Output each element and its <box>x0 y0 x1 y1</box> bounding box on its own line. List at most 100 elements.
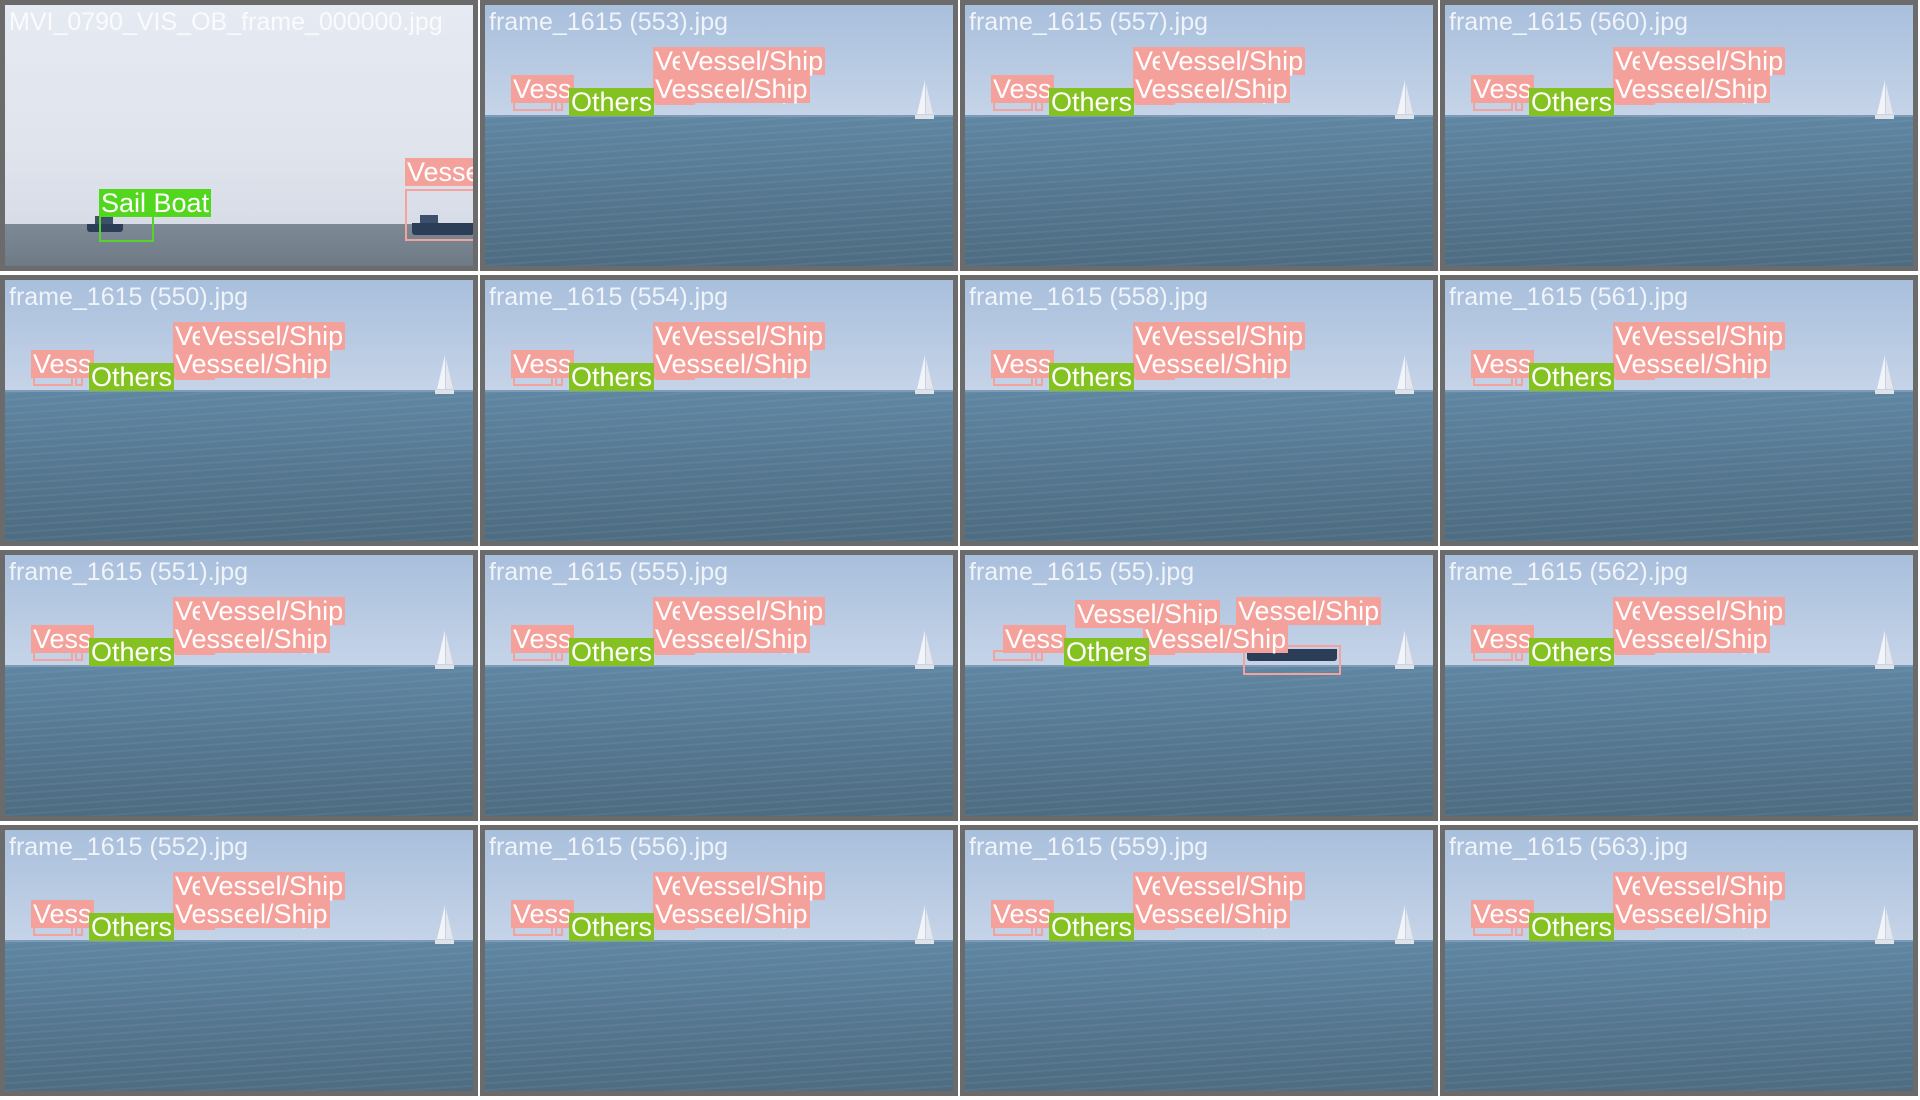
class-label: Others <box>569 637 655 667</box>
tile-filename: frame_1615 (552).jpg <box>9 833 249 861</box>
sea-region <box>1445 117 1913 266</box>
sea-photo <box>485 280 953 541</box>
class-label: Vessel/Ship <box>1640 46 1786 76</box>
sea-region <box>5 392 473 541</box>
sailboat-icon <box>913 903 935 949</box>
tile-filename: frame_1615 (560).jpg <box>1449 8 1689 36</box>
class-label: el/Ship <box>243 349 330 379</box>
sailboat-icon <box>433 903 455 949</box>
class-label: Vessel/Ship <box>405 158 473 186</box>
boat-icon <box>87 216 123 232</box>
class-label: el/Ship <box>723 899 810 929</box>
detection-box <box>1243 645 1341 675</box>
tile-filename: frame_1615 (554).jpg <box>489 283 729 311</box>
class-label: Vessel/Ship <box>680 596 826 626</box>
sea-region <box>1445 392 1913 541</box>
detection-box <box>405 189 473 241</box>
image-tile[interactable]: frame_1615 (555).jpgVeVessel/ShipVessVes… <box>480 550 958 821</box>
class-label: Vessel/Ship <box>200 321 346 351</box>
image-tile[interactable]: frame_1615 (550).jpgVeVessel/ShipVessVes… <box>0 275 478 546</box>
class-label: Vess <box>511 349 574 379</box>
image-tile[interactable]: frame_1615 (553).jpgVeVessel/ShipVessVes… <box>480 0 958 271</box>
class-label: el/Ship <box>1683 349 1770 379</box>
sea-region <box>485 392 953 541</box>
sea-region <box>5 224 473 266</box>
class-label: Others <box>1049 362 1135 392</box>
tile-filename: frame_1615 (557).jpg <box>969 8 1209 36</box>
sea-photo <box>485 555 953 816</box>
class-label: Vessel/Ship <box>200 596 346 626</box>
image-tile[interactable]: frame_1615 (556).jpgVeVessel/ShipVessVes… <box>480 825 958 1096</box>
class-label: Vess <box>991 349 1054 379</box>
tile-filename: frame_1615 (561).jpg <box>1449 283 1689 311</box>
class-label: Vessel/Ship <box>680 321 826 351</box>
class-label: el/Ship <box>1203 899 1290 929</box>
class-label: Vess <box>511 899 574 929</box>
class-label: Vess <box>1471 899 1534 929</box>
class-label: el/Ship <box>1203 74 1290 104</box>
class-label: el/Ship <box>243 899 330 929</box>
tile-filename: frame_1615 (553).jpg <box>489 8 729 36</box>
class-label: Vessel/Ship <box>1640 871 1786 901</box>
class-label: Vess <box>1471 74 1534 104</box>
sailboat-icon <box>913 78 935 124</box>
image-tile[interactable]: frame_1615 (55).jpg Vessel/Ship Vessel/Shi… <box>960 550 1438 821</box>
sailboat-icon <box>1393 353 1415 399</box>
image-tile[interactable]: frame_1615 (563).jpgVeVessel/ShipVessVes… <box>1440 825 1918 1096</box>
sailboat-icon <box>913 353 935 399</box>
tile-filename: frame_1615 (559).jpg <box>969 833 1209 861</box>
class-label: Vess <box>1471 349 1534 379</box>
image-tile[interactable]: frame_1615 (562).jpgVeVessel/ShipVessVes… <box>1440 550 1918 821</box>
sea-region <box>965 942 1433 1091</box>
class-label: Vess <box>1003 624 1066 654</box>
class-label: el/Ship <box>723 74 810 104</box>
image-tile[interactable]: frame_1615 (552).jpgVeVessel/ShipVessVes… <box>0 825 478 1096</box>
class-label: Vess <box>991 899 1054 929</box>
class-label: Others <box>569 912 655 942</box>
sea-photo <box>485 830 953 1091</box>
sailboat-icon <box>433 353 455 399</box>
sailboat-icon <box>1873 353 1895 399</box>
class-label: Vess <box>991 74 1054 104</box>
image-tile[interactable]: frame_1615 (561).jpgVeVessel/ShipVessVes… <box>1440 275 1918 546</box>
sea-photo <box>965 555 1433 816</box>
class-label: el/Ship <box>1683 899 1770 929</box>
sea-photo <box>485 5 953 266</box>
image-tile[interactable]: frame_1615 (560).jpgVeVessel/ShipVessVes… <box>1440 0 1918 271</box>
class-label: Others <box>89 912 175 942</box>
image-tile[interactable]: frame_1615 (557).jpgVeVessel/ShipVessVes… <box>960 0 1438 271</box>
class-label: Others <box>1064 637 1150 667</box>
sailboat-icon <box>1873 628 1895 674</box>
class-label: Others <box>1049 87 1135 117</box>
image-tile[interactable]: frame_1615 (559).jpgVeVessel/ShipVessVes… <box>960 825 1438 1096</box>
class-label: Others <box>569 87 655 117</box>
detection-box <box>99 214 154 242</box>
image-tile[interactable]: frame_1615 (558).jpgVeVessel/ShipVessVes… <box>960 275 1438 546</box>
sea-region <box>5 942 473 1091</box>
sea-photo <box>5 555 473 816</box>
class-label: Vessel/Ship <box>1236 596 1382 626</box>
class-label: el/Ship <box>723 624 810 654</box>
tile-filename: MVI_0790_VIS_OB_frame_000000.jpg <box>9 8 443 36</box>
sea-region <box>1445 667 1913 816</box>
class-label: Vessel/Ship <box>1160 871 1306 901</box>
class-label: Others <box>1049 912 1135 942</box>
sea-photo <box>965 280 1433 541</box>
image-tile[interactable]: MVI_0790_VIS_OB_frame_000000.jpg Sail Boa… <box>0 0 478 271</box>
ship-icon <box>412 215 473 235</box>
sea-photo <box>1445 830 1913 1091</box>
tile-filename: frame_1615 (550).jpg <box>9 283 249 311</box>
class-label: Others <box>89 362 175 392</box>
tile-filename: frame_1615 (562).jpg <box>1449 558 1689 586</box>
class-label: Others <box>1529 87 1615 117</box>
class-label: Vess <box>31 624 94 654</box>
sea-photo <box>5 5 473 266</box>
class-label: Vess <box>31 349 94 379</box>
class-label: Vessel/Ship <box>1160 46 1306 76</box>
class-label: Vessel/Ship <box>200 871 346 901</box>
class-label: el/Ship <box>243 624 330 654</box>
image-tile[interactable]: frame_1615 (554).jpgVeVessel/ShipVessVes… <box>480 275 958 546</box>
sailboat-icon <box>1873 78 1895 124</box>
image-tile[interactable]: frame_1615 (551).jpgVeVessel/ShipVessVes… <box>0 550 478 821</box>
